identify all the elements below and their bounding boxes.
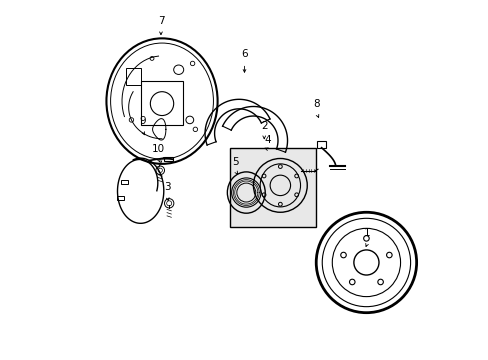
FancyBboxPatch shape (230, 148, 316, 226)
Bar (117, 196, 124, 200)
Text: 5: 5 (232, 157, 238, 167)
Bar (141, 81, 183, 125)
Bar (121, 180, 128, 184)
Text: 8: 8 (313, 99, 320, 109)
Text: 1: 1 (364, 229, 370, 238)
Text: 10: 10 (152, 144, 164, 154)
Bar (163, 157, 172, 161)
Text: 3: 3 (164, 182, 170, 192)
Bar (125, 68, 141, 85)
Text: 9: 9 (139, 116, 145, 126)
Text: 2: 2 (261, 121, 267, 131)
Text: 4: 4 (264, 135, 270, 145)
Text: 7: 7 (157, 16, 164, 26)
Bar (317, 141, 325, 148)
Text: 6: 6 (241, 49, 247, 59)
